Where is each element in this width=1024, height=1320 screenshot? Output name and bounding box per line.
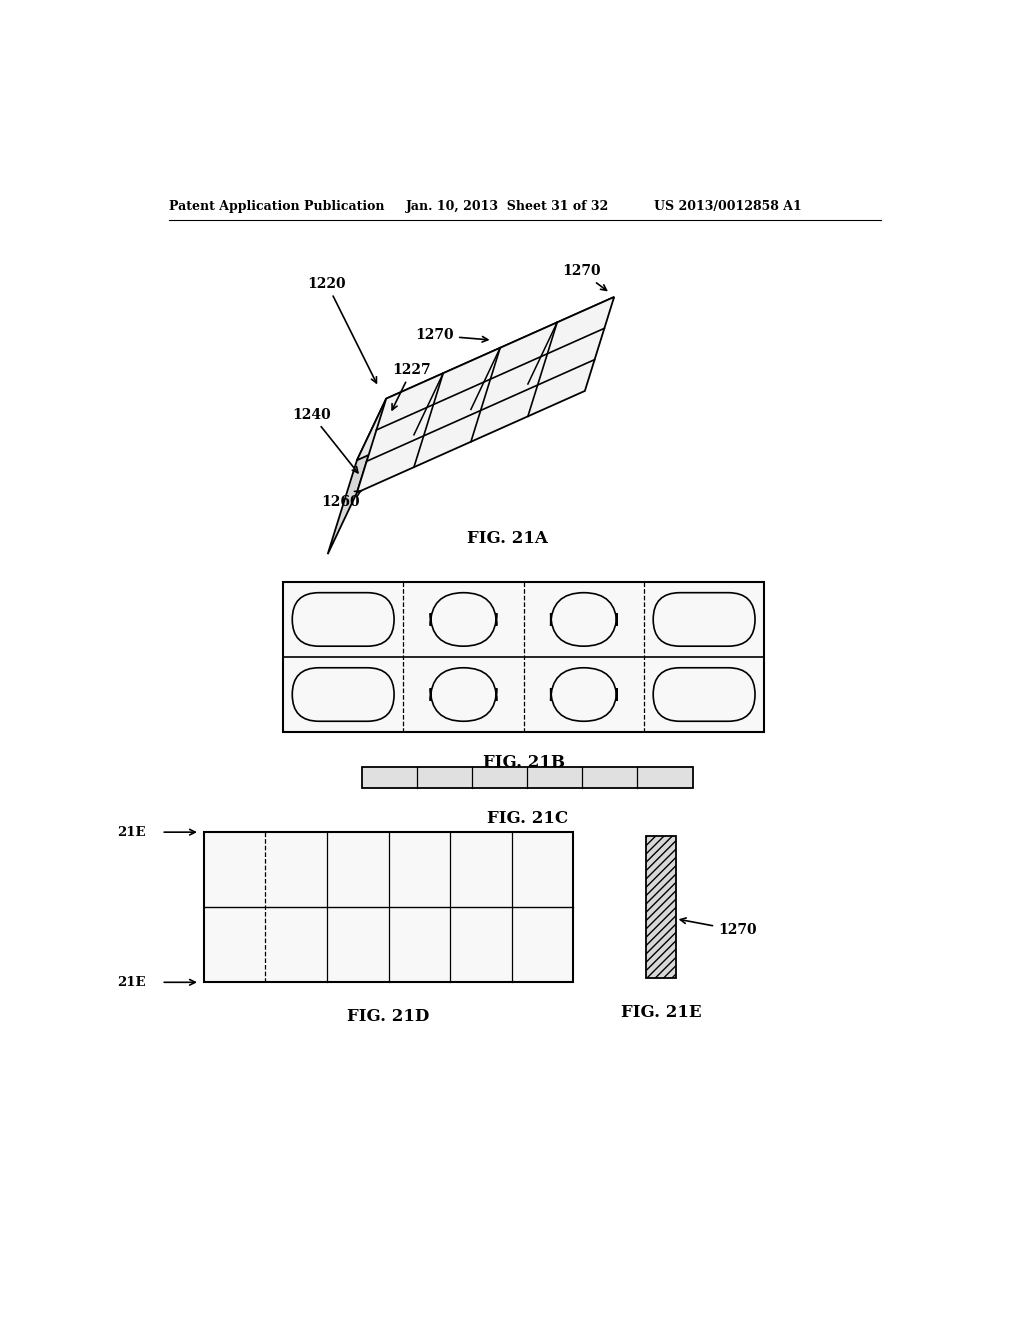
- Text: FIG. 21C: FIG. 21C: [486, 810, 567, 826]
- Text: Jan. 10, 2013  Sheet 31 of 32: Jan. 10, 2013 Sheet 31 of 32: [407, 199, 609, 213]
- Text: 1220: 1220: [307, 277, 377, 383]
- Text: 1270: 1270: [562, 264, 606, 290]
- Text: Patent Application Publication: Patent Application Publication: [169, 199, 385, 213]
- Polygon shape: [357, 297, 614, 492]
- Text: 1240: 1240: [292, 408, 358, 473]
- Polygon shape: [357, 297, 614, 461]
- Text: 21E: 21E: [118, 975, 146, 989]
- Text: FIG. 21B: FIG. 21B: [482, 754, 564, 771]
- Bar: [204, 832, 573, 982]
- Text: US 2013/0012858 A1: US 2013/0012858 A1: [654, 199, 802, 213]
- Bar: [283, 582, 764, 733]
- Bar: [646, 836, 676, 978]
- Text: 1270: 1270: [680, 917, 757, 937]
- Text: 1227: 1227: [392, 363, 431, 411]
- Text: 1260: 1260: [322, 491, 360, 510]
- Bar: [361, 767, 692, 788]
- Text: FIG. 21D: FIG. 21D: [347, 1007, 430, 1024]
- Text: 1270: 1270: [416, 329, 487, 342]
- Text: 21E: 21E: [118, 825, 146, 838]
- Text: FIG. 21E: FIG. 21E: [621, 1005, 701, 1020]
- Polygon shape: [328, 399, 386, 554]
- Text: FIG. 21A: FIG. 21A: [467, 531, 548, 548]
